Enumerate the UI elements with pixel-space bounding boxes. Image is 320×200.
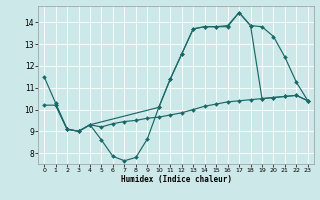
X-axis label: Humidex (Indice chaleur): Humidex (Indice chaleur) [121,175,231,184]
